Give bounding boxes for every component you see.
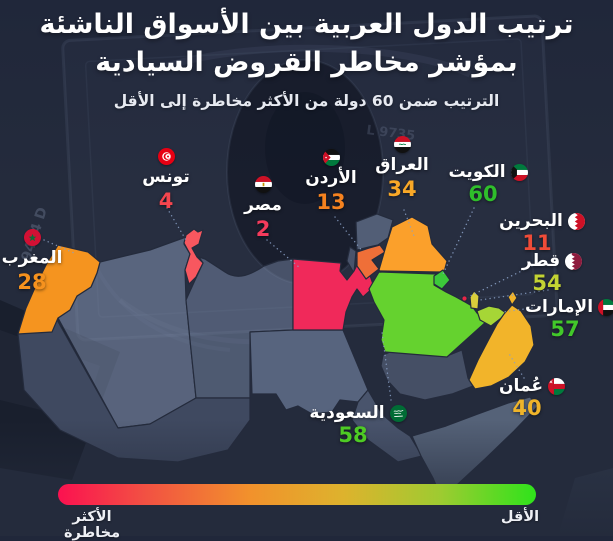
country-name: السعودية: [309, 403, 385, 423]
country-name: الأردن: [305, 168, 357, 188]
map-bahrain: [461, 295, 468, 302]
tunisia-flag-icon: [157, 148, 175, 165]
country-rank: 54: [532, 271, 562, 296]
qatar-flag-icon: [565, 252, 583, 270]
page-title: ترتيب الدول العربية بين الأسواق الناشئة …: [0, 6, 613, 82]
connector-iraq: [403, 209, 415, 237]
connector-bahrain: [467, 261, 541, 298]
map-iraq: [378, 216, 448, 273]
connector-uae: [502, 307, 533, 313]
bottom-fade: [0, 420, 613, 536]
kuwait-flag-icon: [510, 163, 528, 181]
country-label-uae: الإمارات 57: [524, 297, 613, 342]
country-name-row: البحرين: [499, 211, 585, 231]
country-rank: 58: [338, 423, 368, 448]
map-ranked-countries: [17, 216, 535, 390]
legend-least-label: الأقل: [500, 509, 540, 525]
country-rank: 4: [158, 189, 174, 214]
country-label-qatar: قطر 54: [518, 251, 586, 296]
country-rank: 2: [255, 217, 271, 242]
country-name: عُمان: [499, 376, 543, 396]
country-name: البحرين: [499, 211, 563, 231]
country-rank: 34: [387, 177, 417, 202]
country-label-tunisia: تونس 4: [136, 148, 196, 214]
country-name: تونس: [142, 167, 190, 187]
jordan-flag-icon: [322, 149, 340, 166]
map-morocco: [17, 244, 101, 335]
country-rank: 40: [512, 396, 542, 421]
country-rank: 11: [522, 231, 552, 256]
page-subtitle: الترتيب ضمن 60 دولة من الأكثر مخاطرة إلى…: [113, 92, 500, 110]
map-sudan: [249, 329, 369, 415]
connector-jordan: [334, 216, 364, 253]
country-label-morocco: المغرب 28: [2, 229, 62, 295]
country-name: الكويت: [448, 162, 506, 182]
country-name: الإمارات: [524, 297, 594, 317]
country-name-row: الكويت: [448, 162, 528, 182]
title-line-1: ترتيب الدول العربية بين الأسواق الناشئة: [39, 9, 574, 40]
country-label-oman: عُمان 40: [496, 376, 568, 421]
risk-gradient-bar: [58, 484, 536, 505]
label-connectors: [43, 207, 549, 401]
map-kuwait: [433, 269, 451, 290]
country-name-row: قطر: [518, 251, 586, 271]
uae-flag-icon: [598, 298, 613, 316]
country-label-iraq: العراق 34: [372, 136, 432, 202]
map-syria: [355, 213, 394, 251]
map-oman-exclave: [507, 290, 518, 306]
map-tunisia: [183, 228, 204, 285]
country-label-kuwait: الكويت 60: [448, 162, 528, 207]
country-label-bahrain: البحرين 11: [499, 211, 585, 256]
legend-most-risky-label: الأكثر مخاطرة: [63, 509, 121, 541]
title-line-2: بمؤشر مخاطر القروض السيادية: [95, 47, 518, 78]
iraq-flag-icon: [393, 136, 411, 153]
country-name: قطر: [521, 251, 561, 271]
map-jordan: [356, 244, 386, 280]
map-qatar: [469, 290, 480, 310]
country-name: مصر: [244, 195, 282, 215]
connector-kuwait: [442, 207, 475, 275]
connector-oman: [507, 351, 525, 379]
egypt-flag-icon: [254, 176, 272, 193]
country-label-egypt: مصر 2: [233, 176, 293, 242]
saudi-arabia-flag-icon: [389, 404, 407, 422]
connector-tunisia: [166, 207, 187, 241]
country-rank: 57: [550, 317, 580, 342]
connector-egypt: [266, 239, 301, 269]
map-oman: [468, 304, 535, 390]
bahrain-flag-icon: [567, 212, 585, 230]
country-label-saudi-arabia: السعودية 58: [308, 403, 408, 448]
country-rank: 60: [468, 182, 498, 207]
country-rank: 28: [17, 270, 47, 295]
morocco-flag-icon: [23, 229, 41, 246]
connector-morocco: [43, 239, 75, 254]
oman-flag-icon: [547, 377, 565, 395]
country-label-jordan: الأردن 13: [301, 149, 361, 215]
country-name-row: عُمان: [496, 376, 568, 396]
country-name-row: الإمارات: [524, 297, 613, 317]
country-name: المغرب: [1, 248, 63, 268]
country-name-row: السعودية: [308, 403, 408, 423]
country-name: العراق: [375, 155, 429, 175]
map-libya: [185, 256, 294, 399]
country-rank: 13: [316, 190, 346, 215]
